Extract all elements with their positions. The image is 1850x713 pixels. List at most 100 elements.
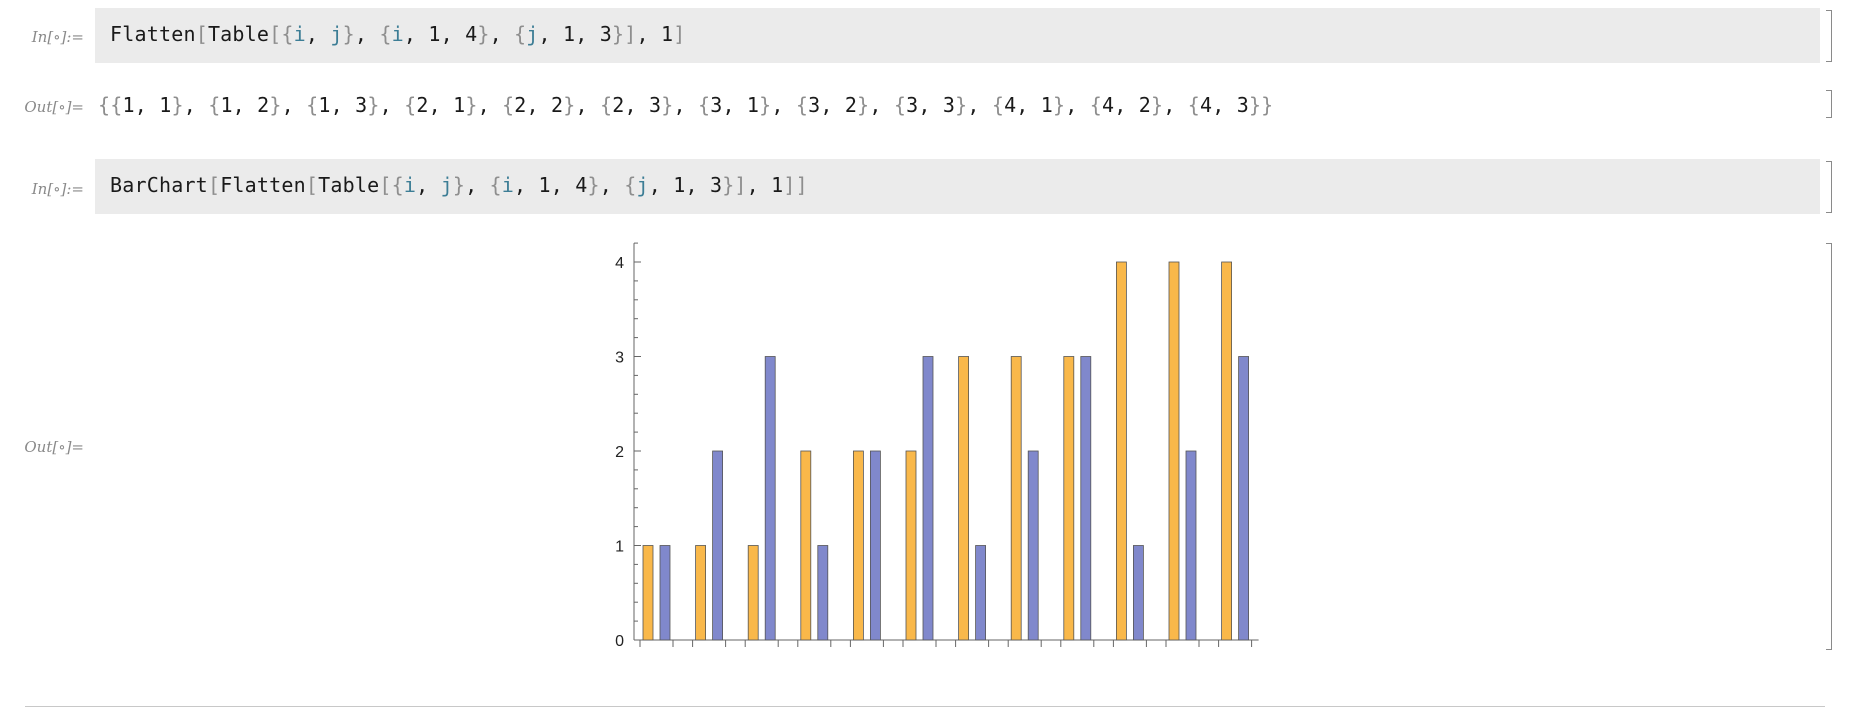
output-text-1-token: } [171, 93, 184, 117]
bar-series-2 [922, 356, 934, 641]
cell-insertion-line[interactable] [25, 706, 1825, 707]
input-label-1: In[∘]:= [31, 28, 84, 46]
input-code-2-token: } [452, 173, 466, 197]
bar-series-1 [905, 450, 917, 641]
input-code-2-token: i [501, 173, 515, 197]
input-code-2-token: }] [722, 173, 747, 197]
bar-series-2 [764, 356, 776, 641]
output-bracket-2[interactable] [1826, 243, 1832, 650]
output-text-1-token: 3, 1 [710, 93, 760, 117]
input-code-1-token: { [514, 22, 527, 46]
output-text-1-token: { [991, 93, 1005, 117]
input-code-1-token: i [293, 22, 306, 46]
output-text-1-token: } [1053, 93, 1066, 117]
output-text-1-token: , [1163, 93, 1188, 117]
input-code-2-token: , [416, 173, 441, 197]
output-text-1-token: } [367, 93, 380, 117]
input-code-1-token: , 1 [636, 22, 674, 46]
output-text-1-token: { [502, 93, 515, 117]
input-code-1-token: j [330, 22, 343, 46]
bar-series-2 [817, 545, 829, 641]
input-code-1-token: j [526, 22, 539, 46]
input-code-1-token: , 1, 3 [538, 22, 612, 46]
input-code-1-token: }] [612, 22, 637, 46]
cell-bracket-tick-1 [1826, 10, 1832, 16]
input-code-1-token: , [305, 22, 331, 46]
input-code-1-token: ] [673, 22, 686, 46]
output-text-1-token: 2, 1 [416, 93, 466, 117]
input-code-1-token: [ [195, 22, 208, 46]
cell-bracket-tick-2 [1826, 161, 1832, 167]
input-code-2-token: , 1, 4 [514, 173, 588, 197]
output-bracket-tick-1 [1826, 90, 1832, 96]
y-tick-label: 1 [615, 539, 624, 556]
input-cell-2[interactable] [95, 159, 1820, 214]
bar-series-1 [1116, 261, 1127, 641]
input-cell-1[interactable] [95, 8, 1820, 63]
input-code-2-token: , 1, 3 [648, 173, 723, 197]
output-text-1-token: { [208, 93, 221, 117]
bar-series-2 [1133, 545, 1144, 641]
y-tick-label: 3 [615, 350, 624, 367]
bar-series-1 [1063, 356, 1075, 641]
input-code-2-token: Table [318, 173, 380, 197]
input-code-2-token: [{ [379, 173, 404, 197]
output-text-1-token: 4, 3 [1199, 93, 1249, 117]
input-code-1-token: { [379, 22, 392, 46]
bar-series-2 [659, 545, 671, 641]
bar-series-2 [975, 545, 987, 641]
input-code-1-token: [{ [269, 22, 294, 46]
input-code-2-token: [ [305, 173, 319, 197]
output-text-1-token: }} [1248, 93, 1274, 117]
output-text-1-token: , [281, 93, 307, 117]
output-bracket-tick-2 [1826, 243, 1832, 249]
output-text-1-token: } [955, 93, 968, 117]
output-text-1-token: 1, 1 [122, 93, 172, 117]
bar-series-2 [869, 450, 881, 641]
output-text-1-token: { [600, 93, 613, 117]
output-text-1-token: 3, 3 [906, 93, 956, 117]
input-code-1-token: , 1, 4 [403, 22, 478, 46]
y-tick-label: 0 [615, 633, 624, 650]
output-text-1-token: } [661, 93, 674, 117]
y-tick-label: 2 [615, 444, 624, 461]
output-text-1-token: } [759, 93, 772, 117]
bar-chart[interactable]: 0 1 2 3 4 [590, 236, 1290, 656]
bar-series-2 [1238, 356, 1249, 641]
output-text-1-token: , [771, 93, 796, 117]
input-code-1[interactable]: Flatten[Table[{i, j}, {i, 1, 4}, {j, 1, … [110, 22, 685, 46]
input-code-2-token: [ [207, 173, 221, 197]
y-tick-label: 4 [615, 255, 624, 272]
bar-series-1 [1010, 356, 1022, 641]
output-text-1-token: 4, 2 [1102, 93, 1151, 117]
output-text-1-token: 2, 2 [514, 93, 564, 117]
cell-bracket-1[interactable] [1826, 10, 1832, 62]
output-text-1-token: , [575, 93, 600, 117]
output-label-1: Out[∘]= [24, 98, 84, 116]
cell-bracket-2[interactable] [1826, 161, 1832, 213]
output-text-1: {{1, 1}, {1, 2}, {1, 3}, {2, 1}, {2, 2},… [98, 93, 1273, 117]
bar-series-2 [712, 450, 723, 641]
output-text-1-token: , [1065, 93, 1090, 117]
output-text-1-token: } [563, 93, 576, 117]
output-text-1-token: {{ [98, 93, 123, 117]
input-code-1-token: , [354, 22, 380, 46]
output-text-1-token: 3, 2 [808, 93, 858, 117]
input-code-2-token: BarChart [110, 173, 208, 197]
input-code-2[interactable]: BarChart[Flatten[Table[{i, j}, {i, 1, 4}… [110, 173, 808, 197]
output-text-1-token: , [673, 93, 698, 117]
output-text-1-token: , [869, 93, 894, 117]
bar-series-1 [1221, 261, 1232, 641]
input-code-2-token: j [636, 173, 649, 197]
input-code-1-token: } [342, 22, 355, 46]
bar-series-2 [1185, 450, 1197, 641]
output-text-1-token: { [1187, 93, 1200, 117]
output-text-1-token: { [795, 93, 809, 117]
bar-series-2 [1080, 356, 1092, 641]
output-text-1-token: { [893, 93, 907, 117]
input-label-2: In[∘]:= [31, 180, 84, 198]
input-code-2-token: } [587, 173, 600, 197]
input-code-2-token: i [403, 173, 417, 197]
output-text-1-token: { [697, 93, 711, 117]
output-text-1-token: } [269, 93, 282, 117]
